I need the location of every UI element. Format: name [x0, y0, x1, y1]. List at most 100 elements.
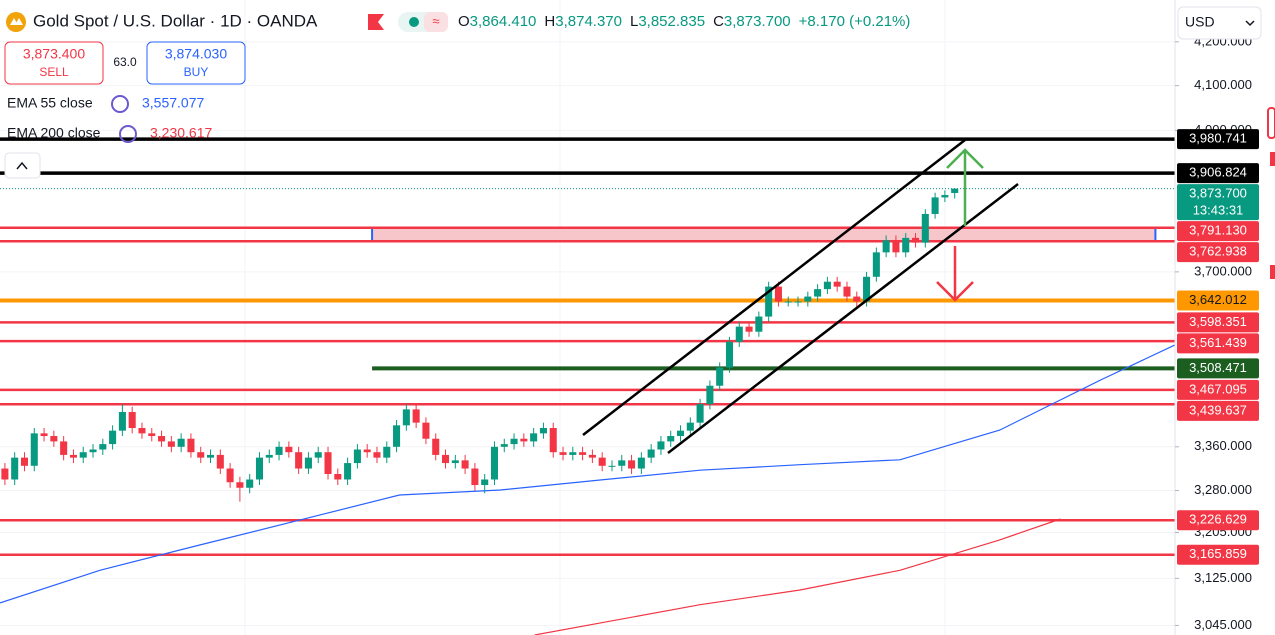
channel-lower [667, 183, 1019, 454]
candle-body [451, 460, 459, 464]
candle-body [412, 409, 420, 423]
level-label: 3,439.637 [1189, 402, 1247, 417]
candle-body [1, 468, 9, 480]
candle-body [716, 367, 724, 386]
level-label: 3,226.629 [1189, 512, 1247, 527]
flag-icon [368, 14, 384, 30]
candle-body [853, 296, 861, 302]
buy-button[interactable] [146, 41, 246, 85]
candle-layer [1, 188, 959, 502]
candle-body [11, 457, 19, 480]
candle-body [921, 213, 929, 243]
up-arrow [946, 148, 984, 226]
candle-body [755, 316, 763, 332]
candle-body [637, 457, 645, 469]
edge-mark [1267, 107, 1275, 139]
ohlc-legend: O3,864.410 H3,874.370 L3,852.835 C3,873.700… [458, 13, 910, 30]
candle-body [530, 433, 538, 442]
candle-body [69, 454, 77, 458]
candle-body [598, 457, 606, 466]
candle-body [696, 404, 704, 423]
candle-body [569, 452, 577, 455]
candle-body [735, 326, 743, 342]
grid [0, 0, 1175, 635]
candle-body [804, 296, 812, 302]
indicator-icon [111, 95, 129, 113]
last-price-label: 3,873.700 [1189, 186, 1247, 201]
price-labels: 3,980.741 3,906.824 3,873.700 13:43:31 3,791… [1177, 129, 1259, 565]
candle-body [823, 281, 831, 290]
candle-body [206, 454, 215, 458]
spread: 63.0 [113, 55, 137, 69]
candle-body [500, 444, 508, 447]
level-label: 3,165.859 [1189, 546, 1247, 561]
candle-body [745, 326, 753, 332]
candle-body [30, 433, 38, 466]
sell-button[interactable] [4, 41, 104, 85]
candle-body [872, 252, 880, 277]
candle-body [911, 237, 920, 243]
ohlc-value: 3,852.835 [638, 13, 705, 30]
candle-body [79, 452, 87, 458]
candle-body [765, 286, 773, 317]
buy-price: 3,874.030 [165, 46, 227, 62]
level-layer [0, 137, 1175, 557]
level-label: 3,467.095 [1189, 381, 1247, 396]
level-label: 3,906.824 [1189, 165, 1247, 180]
candle-body [216, 454, 224, 469]
chart-title: Gold Spot / U.S. Dollar · 1D · OANDA [33, 11, 318, 30]
candle-body [774, 286, 782, 302]
candle-body [628, 460, 636, 469]
indicator-layer [0, 344, 1176, 635]
candle-body [951, 188, 959, 193]
candle-body [461, 460, 469, 469]
candle-body [99, 444, 107, 450]
currency-select[interactable] [1177, 6, 1262, 40]
candle-body [676, 430, 685, 437]
candle-body [490, 446, 499, 480]
collapse-button[interactable] [4, 152, 41, 179]
level-label-bg [1177, 221, 1259, 242]
zone [372, 227, 1156, 242]
candle-body [344, 463, 352, 480]
candle-body [725, 341, 734, 368]
ohlc-key: O [458, 13, 470, 30]
status-symbol: ≈ [432, 13, 439, 28]
indicator-name: EMA 200 close [7, 125, 101, 141]
level-label-bg [1177, 358, 1259, 379]
y-tick-label: 3,045.000 [1194, 617, 1252, 632]
edge-mark [1270, 152, 1275, 166]
last-price-bg [1177, 184, 1259, 221]
candle-body [60, 441, 68, 455]
ohlc-value: 3,864.410 [470, 13, 537, 30]
candle-body [833, 281, 841, 287]
candle-body [353, 449, 361, 464]
candle-body [618, 460, 626, 466]
candle-body [608, 465, 616, 467]
candle-body [402, 409, 410, 426]
candle-body [167, 441, 175, 447]
buy-label: BUY [184, 65, 209, 79]
level-label-bg [1177, 510, 1259, 531]
candle-body [177, 438, 185, 447]
candle-body [265, 454, 273, 458]
sell-price: 3,873.400 [23, 46, 85, 62]
candle-body [138, 427, 146, 434]
candle-body [784, 301, 792, 303]
status-dot [409, 17, 419, 27]
candle-body [481, 479, 489, 486]
level-label-bg [1177, 163, 1259, 184]
candle-body [579, 452, 587, 455]
level-label: 3,642.012 [1189, 292, 1247, 307]
candle-body [931, 197, 939, 214]
candle-body [471, 468, 479, 486]
candle-body [706, 385, 714, 405]
candle-body [187, 438, 195, 453]
candle-body [118, 412, 126, 431]
candle-body [383, 446, 391, 458]
level-label-bg [1177, 544, 1259, 565]
collapse-icon [16, 161, 28, 170]
candle-body [275, 446, 283, 455]
